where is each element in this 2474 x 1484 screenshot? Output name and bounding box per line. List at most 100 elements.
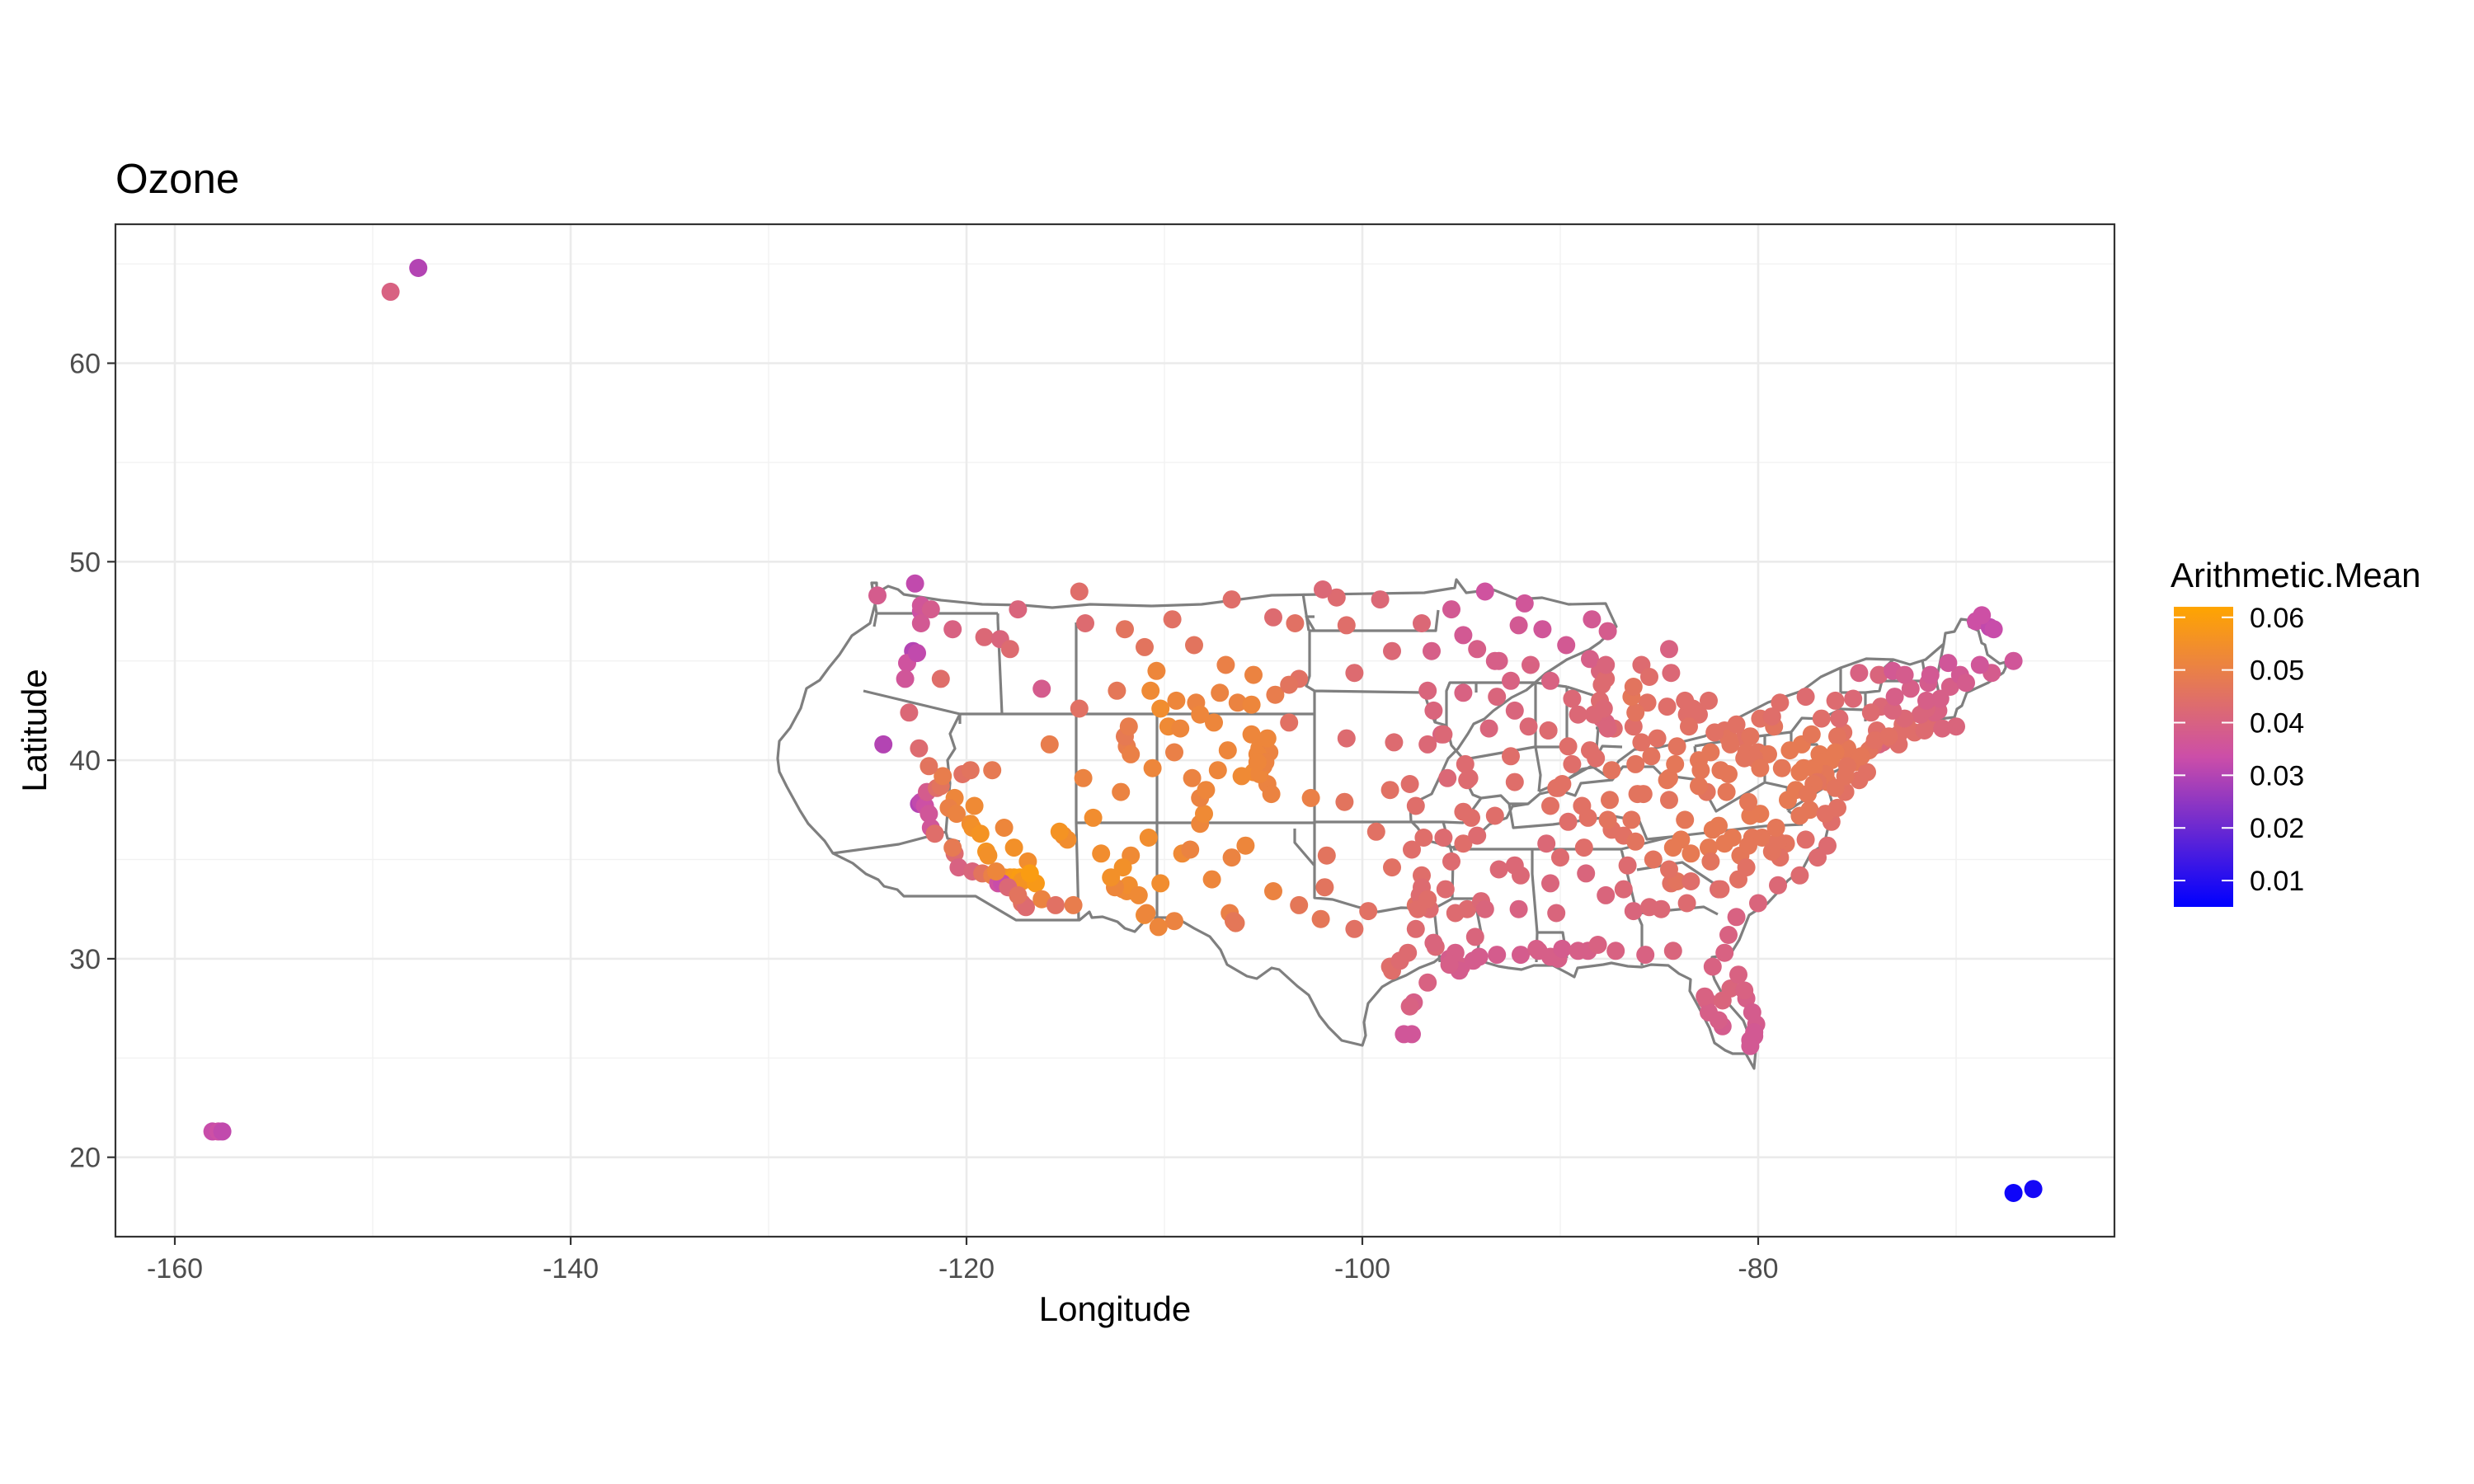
data-point — [1895, 665, 1914, 684]
data-point — [1735, 749, 1754, 768]
data-point — [1225, 912, 1243, 931]
data-point — [1143, 758, 1162, 777]
data-point — [1715, 834, 1734, 853]
data-point — [1618, 856, 1637, 875]
data-point — [1236, 836, 1255, 855]
data-point — [1826, 743, 1845, 762]
data-point — [2024, 1180, 2043, 1199]
data-point — [1648, 729, 1667, 748]
data-point — [1218, 741, 1237, 760]
data-point — [1973, 606, 1992, 625]
data-point — [1879, 727, 1898, 746]
data-point — [1574, 838, 1593, 857]
data-point — [1440, 956, 1459, 974]
data-point — [943, 838, 962, 857]
data-point — [1505, 773, 1524, 791]
data-point — [1701, 743, 1720, 762]
y-axis: 20 30 40 50 60 — [69, 349, 115, 1174]
data-point — [1741, 727, 1760, 746]
data-point — [1851, 747, 1870, 766]
data-point — [868, 586, 887, 605]
data-point — [931, 669, 950, 688]
data-point — [1442, 852, 1460, 871]
data-point — [1884, 701, 1903, 720]
data-point — [1828, 798, 1846, 817]
x-axis: -160 -140 -120 -100 -80 — [147, 1237, 1779, 1284]
data-point — [1541, 796, 1559, 815]
data-point — [983, 761, 1002, 780]
x-tick-label: -80 — [1738, 1253, 1778, 1284]
data-point — [1113, 858, 1132, 877]
data-point — [1597, 669, 1616, 688]
data-point — [1957, 674, 1975, 693]
data-point — [1475, 899, 1494, 918]
data-point — [1181, 840, 1200, 859]
data-point — [1539, 721, 1558, 740]
data-point — [1666, 754, 1685, 773]
data-point — [1626, 703, 1645, 722]
data-point — [1581, 741, 1599, 760]
data-point — [1739, 792, 1757, 811]
data-point — [1242, 695, 1261, 714]
data-point — [1660, 860, 1678, 879]
data-point — [1434, 829, 1453, 847]
data-point — [1418, 681, 1437, 700]
data-point — [1700, 838, 1718, 857]
data-point — [1597, 655, 1616, 674]
data-point — [1727, 715, 1746, 734]
data-point — [1380, 781, 1399, 800]
data-points — [203, 259, 2043, 1202]
data-point — [1933, 719, 1952, 738]
data-point — [911, 614, 930, 632]
data-point — [1222, 848, 1241, 867]
data-point — [1244, 665, 1263, 684]
data-point — [1850, 771, 1869, 790]
data-point — [1676, 810, 1695, 829]
major-gridlines — [115, 224, 2114, 1237]
data-point — [1195, 805, 1213, 824]
data-point — [213, 1122, 232, 1141]
data-point — [1614, 880, 1633, 899]
color-legend: Arithmetic.Mean 0.06 0.05 0.04 0.03 0.02 0.01 — [2171, 556, 2420, 907]
data-point — [1464, 951, 1483, 970]
data-point — [2004, 1184, 2023, 1202]
data-point — [1921, 665, 1940, 684]
data-point — [1622, 810, 1641, 829]
data-point — [1597, 885, 1616, 904]
data-point — [1663, 838, 1682, 857]
data-point — [1662, 664, 1681, 683]
data-point — [1183, 768, 1202, 787]
data-point — [1167, 691, 1186, 710]
data-point — [1790, 763, 1809, 782]
data-point — [1624, 717, 1643, 736]
data-point — [1266, 685, 1285, 704]
data-point — [1515, 594, 1534, 613]
data-point — [1502, 747, 1520, 766]
data-point — [1202, 870, 1221, 889]
data-point — [1984, 620, 2003, 639]
data-point — [1628, 785, 1647, 804]
data-point — [1632, 733, 1651, 752]
data-point — [1489, 860, 1508, 879]
data-point — [1139, 829, 1158, 847]
data-point — [1403, 840, 1421, 859]
data-point — [1940, 678, 1959, 696]
data-point — [1710, 1011, 1728, 1030]
data-point — [1828, 727, 1846, 746]
data-point — [1766, 819, 1785, 837]
data-point — [1423, 641, 1441, 660]
data-point — [1677, 894, 1696, 913]
data-point — [1442, 600, 1460, 619]
legend-ticks: 0.06 0.05 0.04 0.03 0.02 0.01 — [2174, 603, 2304, 897]
data-point — [1264, 608, 1282, 627]
data-point — [1070, 699, 1089, 718]
data-point — [1216, 655, 1235, 674]
data-point — [925, 824, 944, 843]
data-point — [1301, 788, 1320, 807]
data-point — [975, 627, 994, 646]
data-point — [900, 703, 919, 722]
data-point — [1939, 654, 1958, 673]
data-point — [979, 846, 998, 865]
data-point — [1850, 664, 1869, 683]
